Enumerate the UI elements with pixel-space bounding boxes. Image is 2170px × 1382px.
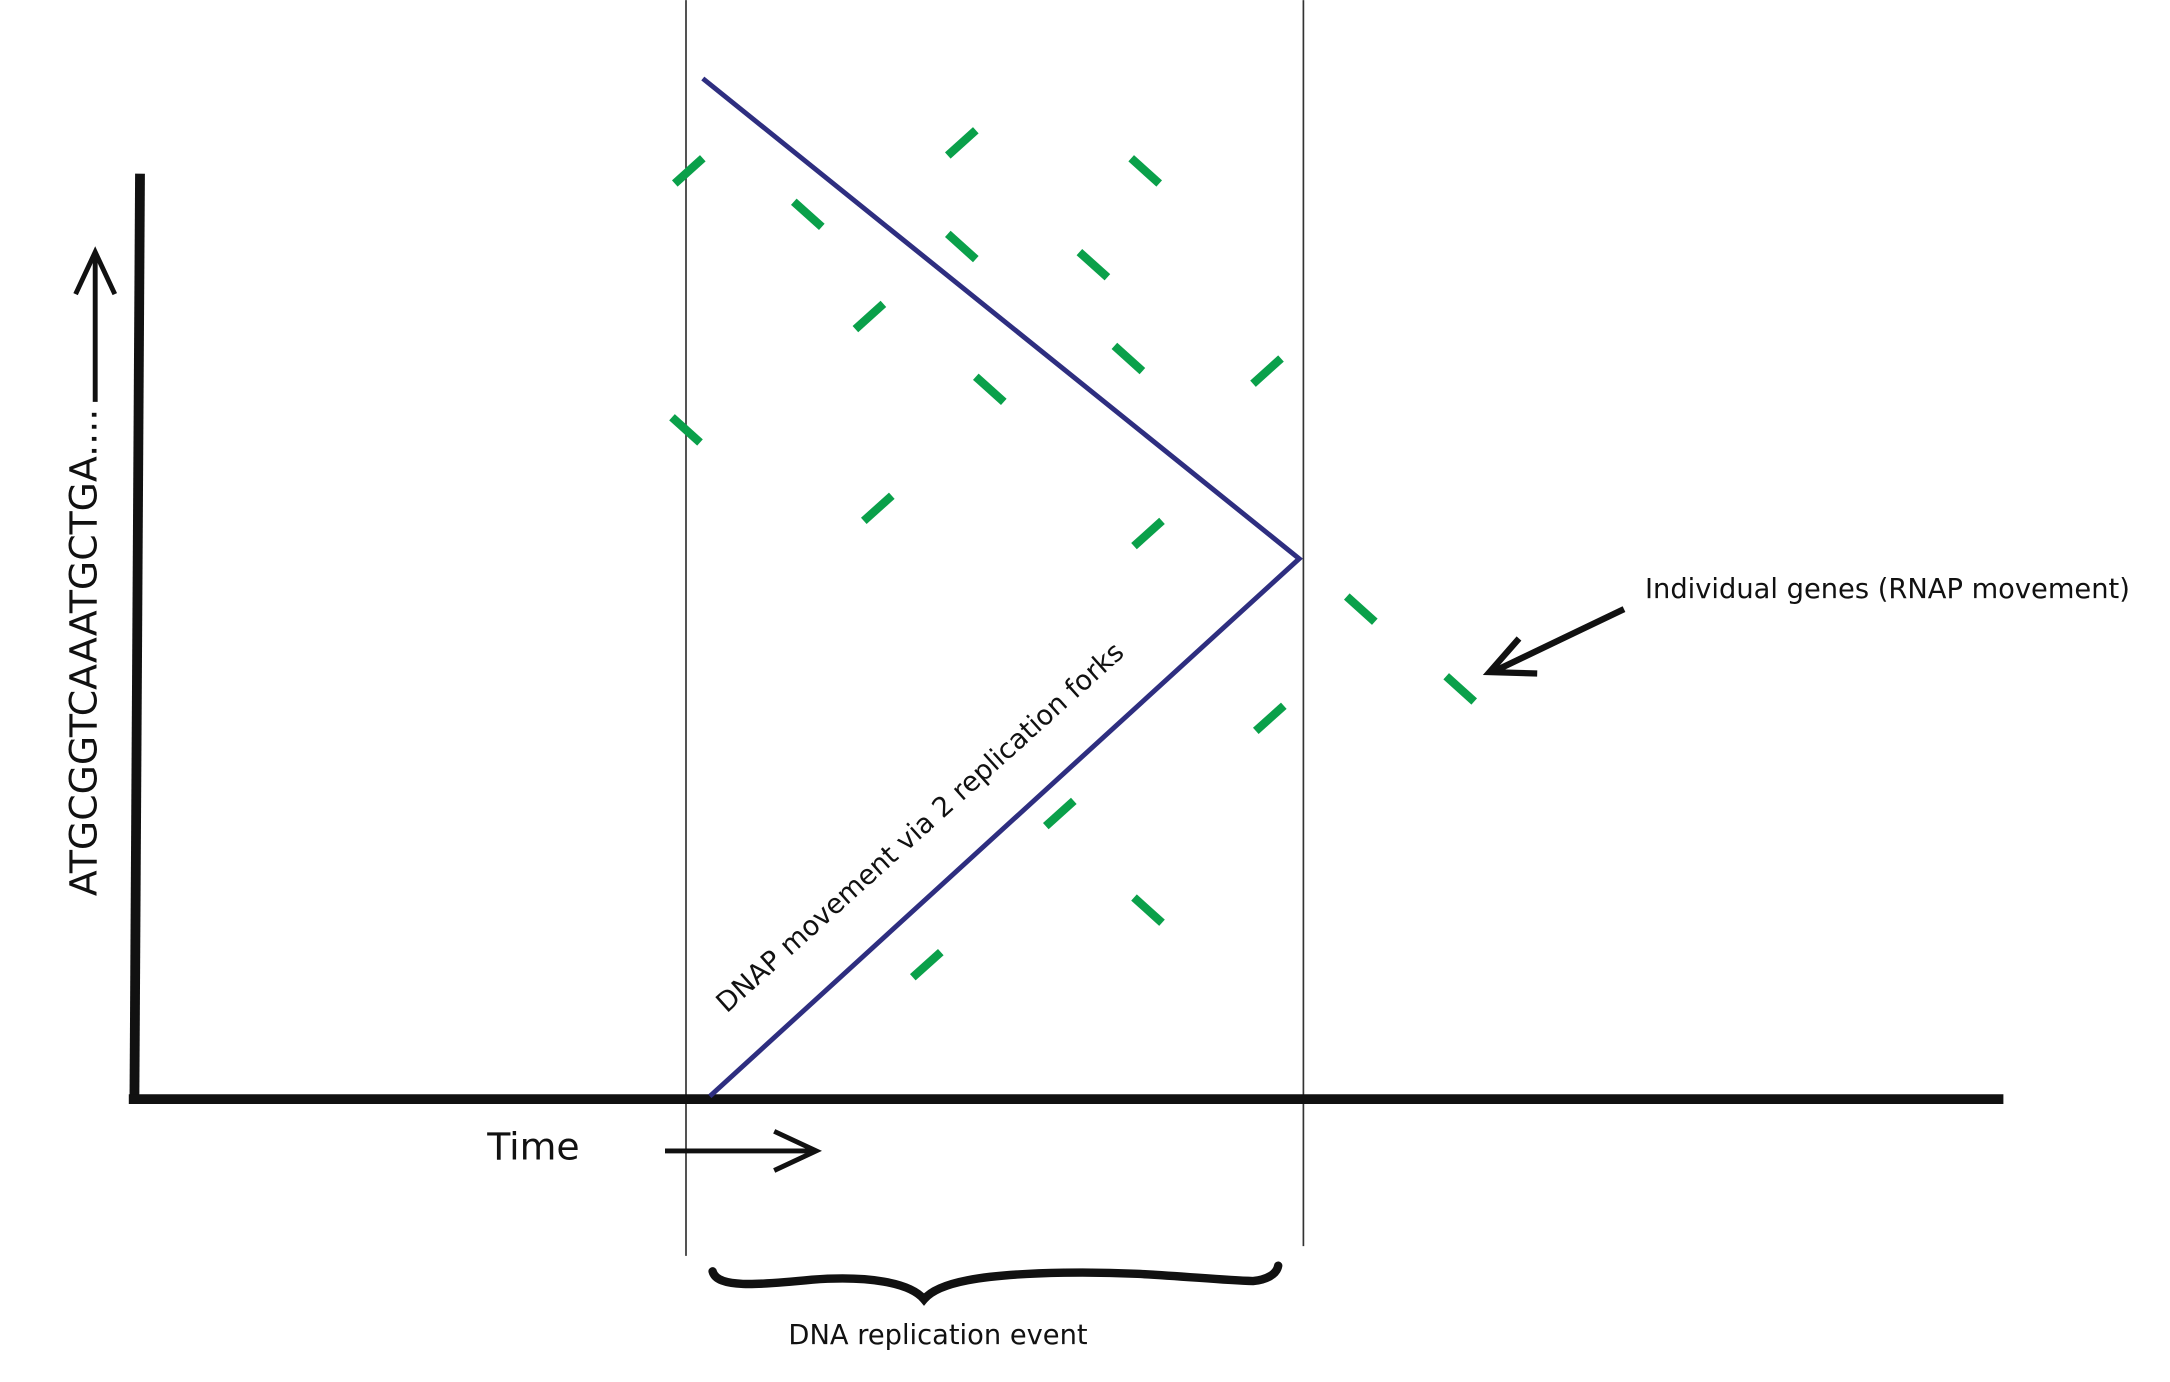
y-axis-label: ATGCGGTCAAATGCTGA.... xyxy=(62,409,106,896)
gene-mark xyxy=(1343,593,1378,625)
gene-mark xyxy=(909,948,944,981)
y-axis xyxy=(129,173,145,1104)
gene-mark xyxy=(972,373,1007,406)
gene-mark xyxy=(1131,894,1165,926)
gene-mark xyxy=(1128,155,1163,187)
x-arrow-icon xyxy=(665,1129,822,1173)
gene-mark xyxy=(671,155,706,187)
gene-mark xyxy=(860,492,895,525)
replication-event-brace xyxy=(708,1261,1283,1306)
gene-mark xyxy=(1111,342,1146,375)
gene-mark xyxy=(1131,517,1165,550)
gene-mark xyxy=(790,198,825,231)
gene-mark xyxy=(669,414,703,446)
gene-mark xyxy=(852,300,887,333)
gene-mark xyxy=(944,230,979,263)
gene-mark xyxy=(1250,355,1284,387)
event-label: DNA replication event xyxy=(788,1320,1087,1351)
genes-arrow-icon xyxy=(1482,606,1626,677)
x-axis-label: Time xyxy=(486,1124,579,1168)
replication-fork-lines xyxy=(701,76,1303,1099)
gene-mark xyxy=(1076,248,1111,281)
fork-label: DNAP movement via 2 replication forks xyxy=(711,637,1131,1019)
gene-mark xyxy=(1443,673,1478,705)
gene-mark xyxy=(1042,797,1077,830)
gene-mark xyxy=(1252,702,1287,735)
y-arrow-icon xyxy=(73,246,118,402)
genes-label: Individual genes (RNAP movement) xyxy=(1645,574,2130,605)
gene-marks xyxy=(669,127,1478,981)
gene-mark xyxy=(944,127,979,159)
